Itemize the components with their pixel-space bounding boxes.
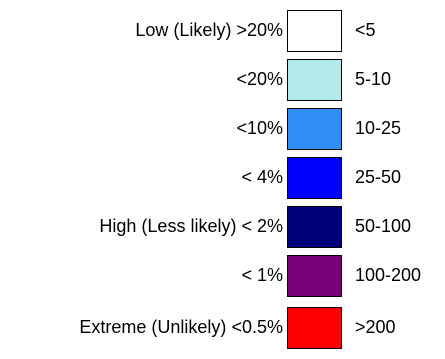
legend-category-7: Extreme (Unlikely) <box>79 317 227 337</box>
legend-row-7: Extreme (Unlikely) <0.5% >200 <box>0 305 445 349</box>
legend-range-7: >200 <box>355 317 396 337</box>
legend-left-label-6: < 1% <box>241 253 283 297</box>
legend-range-3: 10-25 <box>355 118 402 138</box>
legend-row-6: < 1% 100-200 <box>0 253 445 297</box>
legend-probability-2: <20% <box>236 69 283 89</box>
legend-probability-7: <0.5% <box>231 317 283 337</box>
legend-range-1: <5 <box>355 20 376 40</box>
legend-row-1: Low (Likely) >20% <5 <box>0 8 445 52</box>
legend-probability-1: >20% <box>236 20 283 40</box>
legend-row-3: <10% 10-25 <box>0 106 445 150</box>
legend-left-label-1: Low (Likely) >20% <box>135 8 283 52</box>
legend-probability-3: <10% <box>236 118 283 138</box>
legend-left-label-2: <20% <box>236 57 283 101</box>
legend-probability-6: < 1% <box>241 265 283 285</box>
legend-left-label-7: Extreme (Unlikely) <0.5% <box>79 305 283 349</box>
legend-probability-5: < 2% <box>241 216 283 236</box>
legend-category-1: Low (Likely) <box>135 20 232 40</box>
legend-swatch-6 <box>287 255 342 297</box>
legend-left-label-5: High (Less likely) < 2% <box>99 204 283 248</box>
legend-left-label-3: <10% <box>236 106 283 150</box>
legend-left-label-4: < 4% <box>241 155 283 199</box>
legend-row-2: <20% 5-10 <box>0 57 445 101</box>
legend-row-5: High (Less likely) < 2% 50-100 <box>0 204 445 248</box>
legend-row-4: < 4% 25-50 <box>0 155 445 199</box>
legend-swatch-5 <box>287 206 342 248</box>
legend-swatch-3 <box>287 108 342 150</box>
legend-swatch-2 <box>287 59 342 101</box>
legend-range-6: 100-200 <box>355 265 422 285</box>
legend-category-5: High (Less likely) <box>99 216 237 236</box>
legend-probability-4: < 4% <box>241 167 283 187</box>
legend-range-5: 50-100 <box>355 216 412 236</box>
legend-range-4: 25-50 <box>355 167 402 187</box>
legend-range-2: 5-10 <box>355 69 392 89</box>
legend-swatch-4 <box>287 157 342 199</box>
legend-swatch-1 <box>287 10 342 52</box>
legend-swatch-7 <box>287 307 342 349</box>
